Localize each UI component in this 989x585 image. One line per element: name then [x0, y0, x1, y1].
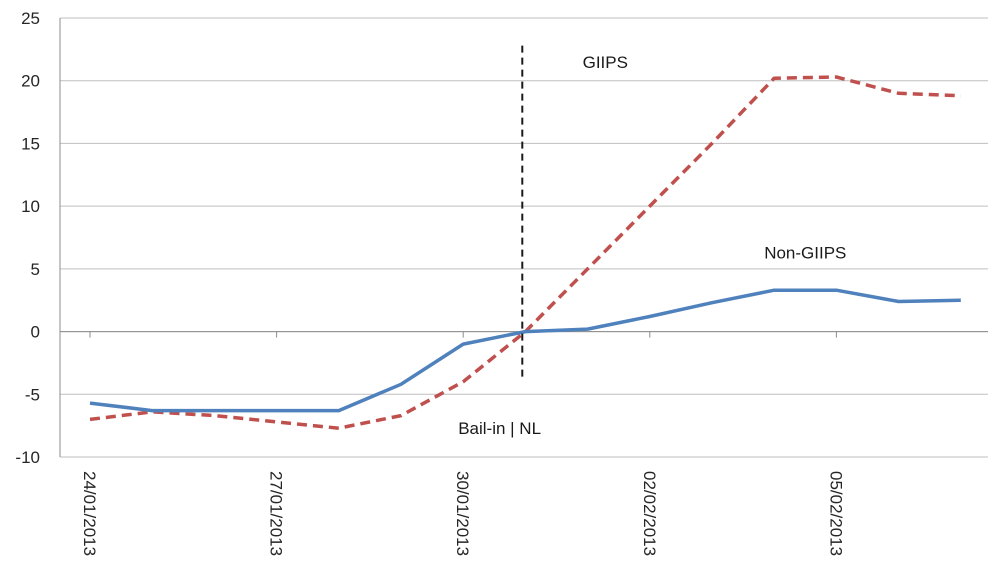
y-tick-label: -5	[25, 385, 40, 404]
x-tick-label: 02/02/2013	[640, 471, 659, 556]
series-lines	[89, 75, 961, 430]
y-tick-label: 15	[21, 134, 40, 153]
y-tick-label: -10	[15, 448, 40, 467]
x-tick-label: 27/01/2013	[267, 471, 286, 556]
y-tick-label: 20	[21, 72, 40, 91]
y-tick-label: 25	[21, 9, 40, 28]
annotation-giips: GIIPS	[583, 53, 628, 72]
x-tick-label: 24/01/2013	[80, 471, 99, 556]
annotation-non-giips: Non-GIIPS	[764, 244, 846, 263]
axes	[59, 18, 988, 457]
y-tick-label: 0	[31, 323, 40, 342]
y-tick-label: 10	[21, 197, 40, 216]
x-tick-labels: 24/01/2013 27/01/2013 30/01/2013 02/02/2013…	[80, 471, 845, 556]
annotations: GIIPS Non-GIIPS Bail-in | NL	[458, 53, 846, 438]
annotation-bail-in-nl: Bail-in | NL	[458, 419, 541, 438]
y-tick-labels: -10 -5 0 5 10 15 20 25	[15, 9, 40, 467]
x-tick-label: 30/01/2013	[453, 471, 472, 556]
y-tick-label: 5	[31, 260, 40, 279]
gridlines	[60, 17, 988, 458]
x-tick-label: 05/02/2013	[826, 471, 845, 556]
series-line-non-giips	[89, 288, 961, 413]
